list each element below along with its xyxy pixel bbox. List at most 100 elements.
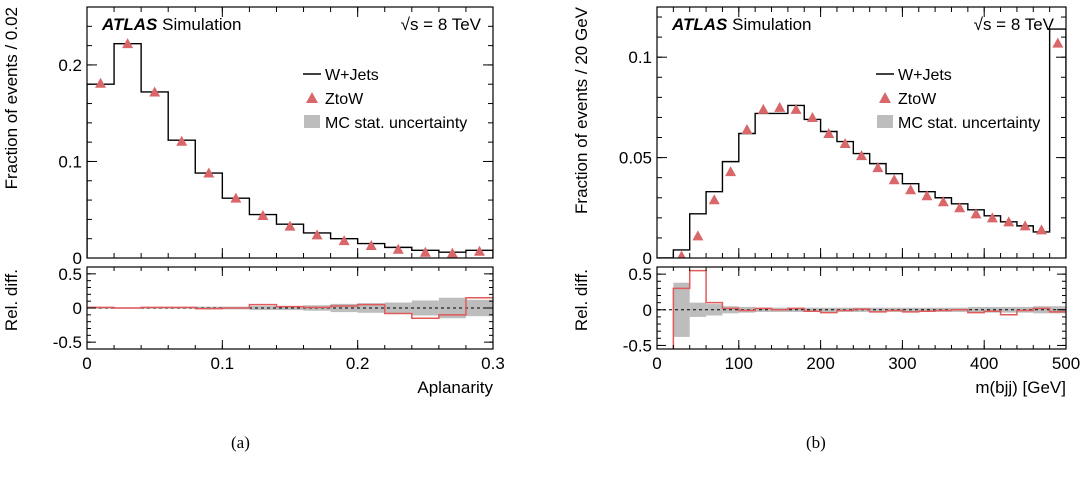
pb-ratio-plot-area: [657, 269, 1066, 349]
pa-ratio-uncertainty-band-11: [384, 302, 412, 314]
pb-xtick-label-3: 300: [888, 354, 916, 373]
pa-xtick-label-3: 0.3: [481, 354, 505, 373]
pb-ztow-marker-19: [986, 212, 998, 223]
pb-ratio-uncertainty-band-6: [755, 307, 772, 312]
pb-ztow-marker-18: [970, 208, 982, 219]
pb-main-plot-area: [657, 28, 1066, 258]
pb-legend-uncertainty-box-icon: [877, 115, 893, 128]
pb-ratio-uncertainty-band-13: [869, 307, 887, 312]
pb-ratio-line: [672, 269, 1066, 349]
pa-xtick-label-1: 0.1: [211, 354, 235, 373]
pb-ratio-uncertainty-band-2: [689, 302, 707, 317]
pb-ztow-marker-8: [806, 111, 818, 122]
pb-ratio-ytick-label-1: 0: [643, 301, 652, 320]
pa-xlabel: Aplanarity: [417, 378, 493, 397]
pa-atlas-word: ATLAS: [101, 15, 158, 34]
pb-main-ylabel: Fraction of events / 20 GeV: [572, 6, 591, 214]
pa-main-frame: [86, 6, 494, 259]
pb-ztow-marker-4: [741, 123, 753, 134]
pa-ratio-uncertainty-band-13: [438, 297, 466, 319]
caption-b: (b): [806, 433, 826, 452]
pb-xtick-label-5: 500: [1052, 354, 1080, 373]
pa-ztow-marker-3: [176, 135, 188, 146]
pb-ztow-marker-0: [677, 250, 686, 258]
pb-ztow-marker-23: [1052, 37, 1064, 48]
pb-legend-ztow-label: ZtoW: [898, 91, 937, 108]
pb-ztow-marker-3: [725, 166, 737, 177]
pa-ratio-line: [87, 297, 493, 319]
pb-ztow-marker-20: [1003, 216, 1015, 227]
pa-ztow-marker-11: [392, 243, 404, 254]
pa-main-ylabel: Fraction of events / 0.02: [2, 7, 21, 189]
pa-legend-uncertainty-label: MC stat. uncertainty: [325, 115, 467, 132]
pb-xlabel: m(bjj) [GeV]: [975, 378, 1066, 397]
pa-ztow-marker-14: [473, 245, 485, 256]
pb-ratio-frame: [656, 266, 1067, 350]
pa-ztow-marker-5: [230, 192, 242, 203]
pa-ztow-marker-7: [284, 220, 296, 231]
pa-ztow-marker-12: [419, 246, 431, 257]
pa-ztow-marker-0: [95, 77, 107, 88]
pb-ztow-marker-6: [774, 101, 786, 112]
pa-ratio-uncertainty-band-9: [330, 303, 358, 313]
pb-simulation-word: Simulation: [727, 15, 811, 34]
pa-ratio-ytick-label-1: 0: [73, 299, 82, 318]
pb-ztow-marker-12: [872, 162, 884, 173]
pa-ztow-marker-13: [446, 247, 458, 258]
pb-ztow-marker-14: [905, 184, 917, 195]
pa-energy-label: √s = 8 TeV: [401, 15, 482, 34]
pb-ratio-uncertainty-band-21: [1000, 306, 1017, 313]
pb-ztow-marker-11: [856, 150, 867, 161]
pa-ratio-ylabel: Rel. diff.: [2, 269, 21, 331]
pa-ztow-marker-2: [149, 86, 161, 97]
pa-ztow-marker-1: [122, 38, 134, 49]
pb-ztow-marker-13: [888, 174, 900, 185]
pb-ztow-marker-21: [1019, 220, 1031, 231]
pb-main-frame: [656, 6, 1067, 259]
pb-ratio-uncertainty-band-20: [984, 306, 1001, 313]
pb-ratio-ytick-label-2: 0.5: [628, 265, 652, 284]
pa-atlas-label: ATLAS Simulation: [101, 15, 242, 34]
pb-legend-wjets-label: W+Jets: [898, 67, 952, 84]
pb-ztow-marker-2: [708, 194, 720, 205]
pb-ztow-marker-9: [823, 128, 835, 139]
pb-ratio-uncertainty-band-3: [706, 304, 723, 316]
pa-ztow-marker-6: [257, 210, 269, 221]
pa-ztow-marker-10: [365, 239, 377, 250]
pa-legend-ztow-label: ZtoW: [325, 91, 364, 108]
pb-xtick-label-1: 100: [725, 354, 753, 373]
pa-legend-ztow-triangle-icon: [306, 92, 318, 103]
pa-xtick-label-0: 0: [82, 354, 91, 373]
pa-ratio-ytick-label-2: 0.5: [58, 265, 82, 284]
pb-ztow-marker-1: [692, 230, 704, 241]
pa-ratio-ytick-label-0: -0.5: [53, 333, 82, 352]
pa-ztow-marker-8: [311, 229, 323, 240]
pb-xtick-label-4: 400: [970, 354, 998, 373]
pb-ztow-marker-10: [839, 138, 851, 149]
pa-ztow-marker-4: [203, 167, 215, 178]
pb-ztow-marker-16: [937, 196, 949, 207]
pb-ztow-marker-22: [1035, 224, 1047, 235]
pb-main-ytick-label-0: 0.05: [619, 149, 652, 168]
pb-ratio-ylabel: Rel. diff.: [572, 269, 591, 331]
pb-ratio-uncertainty-band-16: [918, 307, 936, 312]
pa-ratio-plot-area: [87, 297, 493, 319]
pa-main-plot-area: [87, 38, 493, 258]
pb-energy-label: √s = 8 TeV: [974, 15, 1055, 34]
pa-xtick-label-2: 0.2: [346, 354, 370, 373]
pb-atlas-word: ATLAS: [671, 15, 728, 34]
pa-simulation-word: Simulation: [157, 15, 241, 34]
pb-xtick-label-2: 200: [806, 354, 834, 373]
pb-xtick-label-0: 0: [652, 354, 661, 373]
pb-ztow-marker-5: [757, 103, 769, 114]
pb-ratio-uncertainty-band-10: [820, 307, 837, 312]
caption-a: (a): [231, 433, 250, 452]
pa-legend-wjets-label: W+Jets: [325, 67, 379, 84]
pb-main-ytick-label-zero: 0: [643, 249, 652, 268]
pa-main-ytick-label-0: 0.1: [58, 152, 82, 171]
pb-main-ytick-label-1: 0.1: [628, 48, 652, 67]
pb-ratio-ytick-label-0: -0.5: [623, 336, 652, 355]
pa-legend-uncertainty-box-icon: [304, 115, 320, 128]
pb-ztow-marker-7: [790, 103, 802, 114]
